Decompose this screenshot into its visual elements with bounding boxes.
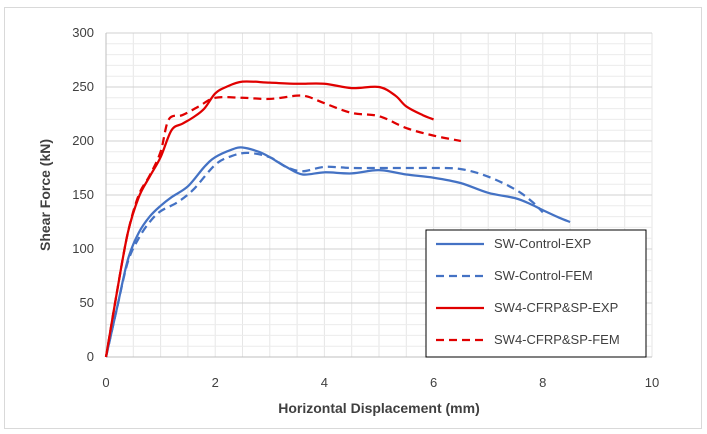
y-tick-label: 150: [72, 187, 94, 202]
y-axis-title: Shear Force (kN): [37, 139, 53, 251]
x-tick-label: 2: [212, 375, 219, 390]
y-tick-label: 300: [72, 25, 94, 40]
y-tick-label: 100: [72, 241, 94, 256]
y-tick-label: 250: [72, 79, 94, 94]
x-tick-label: 10: [645, 375, 659, 390]
chart-frame: [4, 7, 702, 429]
legend-label: SW4-CFRP&SP-EXP: [494, 300, 618, 315]
x-axis-title: Horizontal Displacement (mm): [278, 400, 479, 416]
legend-box: [425, 229, 647, 358]
legend-label: SW4-CFRP&SP-FEM: [494, 332, 620, 347]
y-tick-label: 0: [87, 349, 94, 364]
legend-label: SW-Control-EXP: [494, 236, 591, 251]
series-line-1: [104, 151, 544, 358]
y-tick-label: 200: [72, 133, 94, 148]
series-line-3: [104, 94, 462, 358]
x-tick-label: 8: [539, 375, 546, 390]
series-line-0: [104, 146, 571, 358]
x-tick-label: 4: [321, 375, 328, 390]
data-series: [104, 80, 571, 358]
x-tick-label: 6: [430, 375, 437, 390]
legend-label: SW-Control-FEM: [494, 268, 593, 283]
x-tick-labels: 0 2 4 6 8 10: [102, 375, 659, 390]
x-tick-label: 0: [102, 375, 109, 390]
y-tick-label: 50: [80, 295, 94, 310]
legend: SW-Control-EXP SW-Control-FEM SW4-CFRP&SP-…: [425, 229, 647, 358]
y-tick-labels: 0 50 100 150 200 250 300: [72, 25, 94, 364]
